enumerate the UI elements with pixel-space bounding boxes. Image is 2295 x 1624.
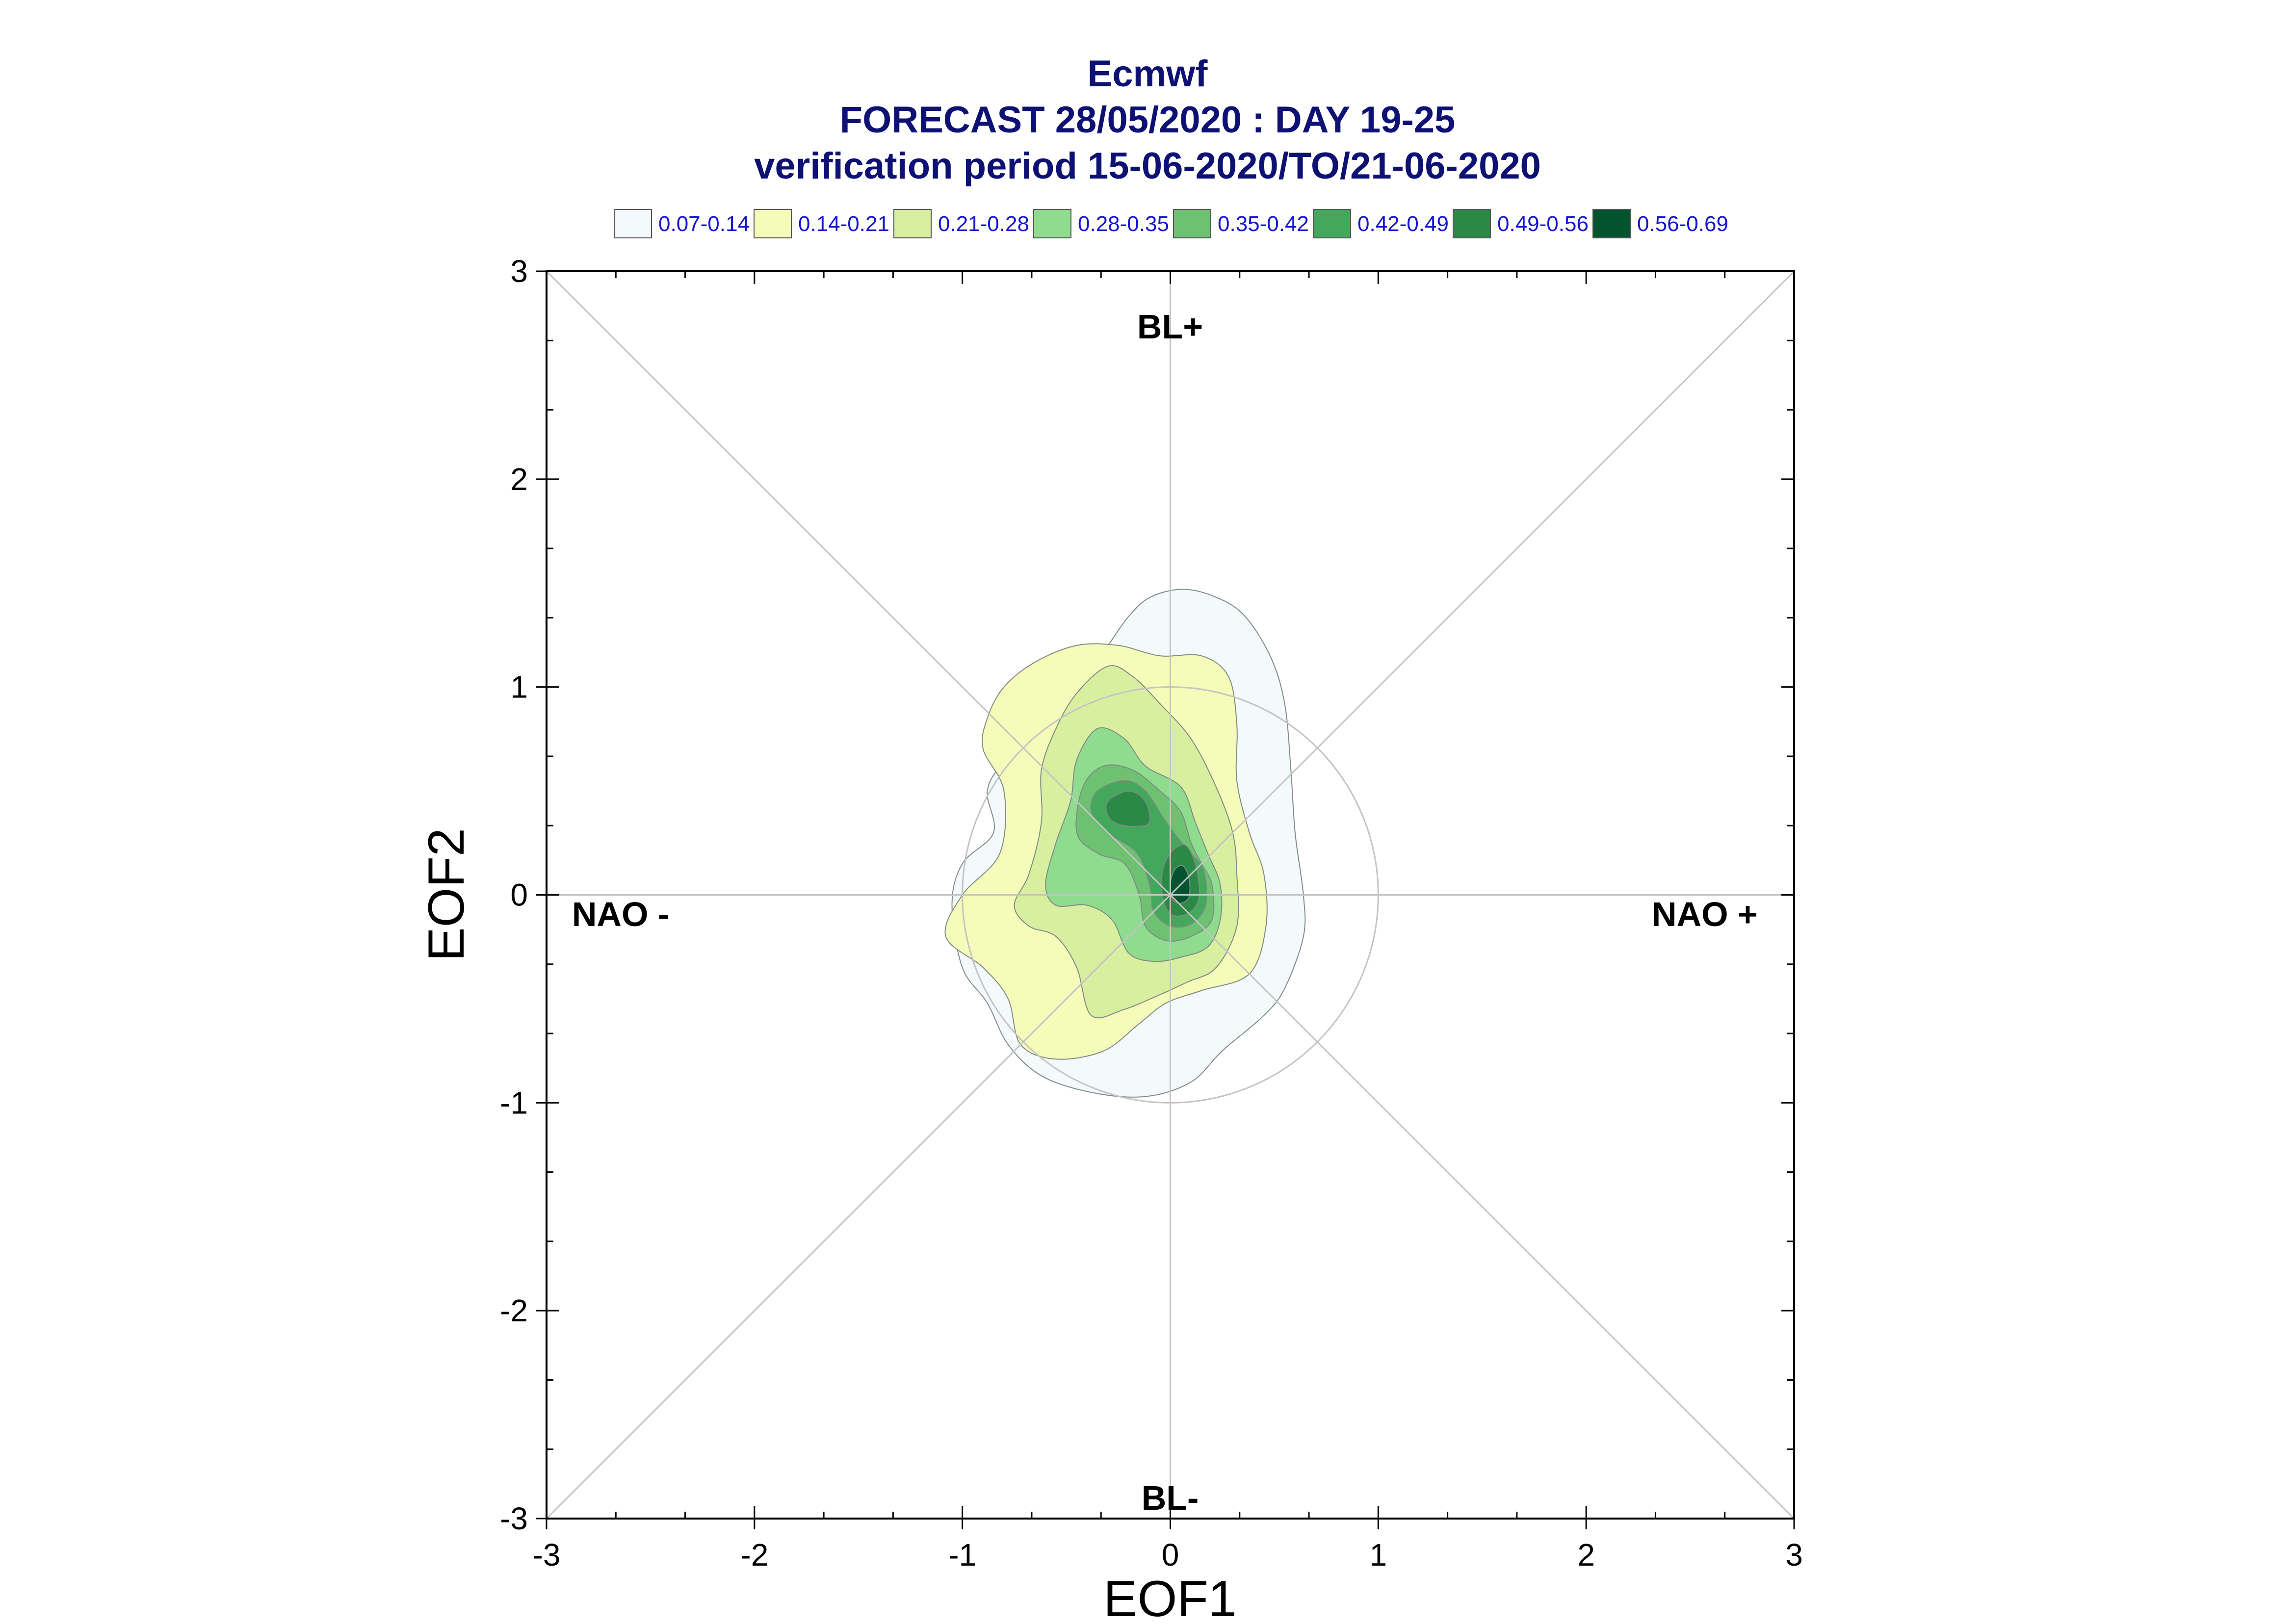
x-tick-label: -2 bbox=[740, 1537, 768, 1572]
legend-item: 0.42-0.49 bbox=[1313, 209, 1449, 238]
legend-label: 0.35-0.42 bbox=[1218, 212, 1309, 236]
legend-label: 0.56-0.69 bbox=[1637, 212, 1728, 236]
x-tick-label: 2 bbox=[1577, 1537, 1595, 1572]
y-tick-label: -3 bbox=[500, 1501, 528, 1536]
legend-item: 0.14-0.21 bbox=[754, 209, 889, 238]
legend-swatch bbox=[1592, 209, 1631, 238]
x-tick-label: -3 bbox=[533, 1537, 561, 1572]
reference-lines bbox=[546, 270, 1795, 1520]
legend-item: 0.56-0.69 bbox=[1592, 209, 1728, 238]
y-tick-label: -1 bbox=[500, 1085, 528, 1120]
legend-swatch bbox=[614, 209, 652, 238]
legend-swatch bbox=[1033, 209, 1071, 238]
y-axis-title: EOF2 bbox=[418, 828, 475, 961]
density-contours bbox=[944, 589, 1306, 1098]
x-tick-label: -1 bbox=[948, 1537, 976, 1572]
legend-label: 0.14-0.21 bbox=[798, 212, 889, 236]
legend-label: 0.42-0.49 bbox=[1357, 212, 1449, 236]
regime-label-bl-plus: BL+ bbox=[1137, 308, 1203, 346]
legend-label: 0.21-0.28 bbox=[938, 212, 1029, 236]
legend-item: 0.28-0.35 bbox=[1033, 209, 1169, 238]
legend-label: 0.49-0.56 bbox=[1497, 212, 1589, 236]
chart-subtitle-forecast: FORECAST 28/05/2020 : DAY 19-25 bbox=[840, 99, 1456, 141]
chart-title: Ecmwf bbox=[1088, 53, 1208, 95]
legend-swatch bbox=[1173, 209, 1211, 238]
diagonal-line-ascending bbox=[546, 270, 1795, 1520]
legend-swatch bbox=[893, 209, 932, 238]
legend-swatch bbox=[1313, 209, 1351, 238]
y-tick-label: -2 bbox=[500, 1293, 528, 1328]
y-tick-labels: 3 2 1 0 -1 -2 -3 bbox=[500, 254, 528, 1536]
legend-swatch bbox=[1453, 209, 1491, 238]
regime-label-nao-plus: NAO + bbox=[1652, 895, 1758, 933]
regime-label-bl-minus: BL- bbox=[1142, 1479, 1199, 1517]
legend-item: 0.49-0.56 bbox=[1453, 209, 1589, 238]
y-tick-label: 3 bbox=[510, 254, 528, 289]
regime-label-nao-minus: NAO - bbox=[572, 895, 669, 933]
legend-label: 0.28-0.35 bbox=[1078, 212, 1169, 236]
x-tick-label: 1 bbox=[1370, 1537, 1387, 1572]
y-tick-label: 2 bbox=[510, 462, 528, 497]
legend-item: 0.21-0.28 bbox=[893, 209, 1029, 238]
y-tick-label: 0 bbox=[510, 877, 528, 913]
y-tick-label: 1 bbox=[510, 670, 528, 705]
x-tick-labels: -3 -2 -1 0 1 2 3 bbox=[533, 1537, 1803, 1572]
unit-circle bbox=[962, 686, 1379, 1104]
x-tick-label: 0 bbox=[1162, 1537, 1179, 1572]
legend-label: 0.07-0.14 bbox=[658, 212, 750, 236]
axis-ticks bbox=[536, 270, 1795, 1529]
legend-swatch bbox=[754, 209, 792, 238]
x-tick-label: 3 bbox=[1785, 1537, 1803, 1572]
legend-item: 0.35-0.42 bbox=[1173, 209, 1309, 238]
chart-subtitle-verification: verification period 15-06-2020/TO/21-06-… bbox=[754, 145, 1541, 187]
contour-level-7-part-1 bbox=[1105, 790, 1150, 827]
legend-item: 0.07-0.14 bbox=[614, 209, 750, 238]
legend: 0.07-0.14 0.14-0.21 0.21-0.28 0.28-0.35 0.35… bbox=[614, 209, 1728, 238]
x-axis-title: EOF1 bbox=[1103, 1571, 1237, 1624]
